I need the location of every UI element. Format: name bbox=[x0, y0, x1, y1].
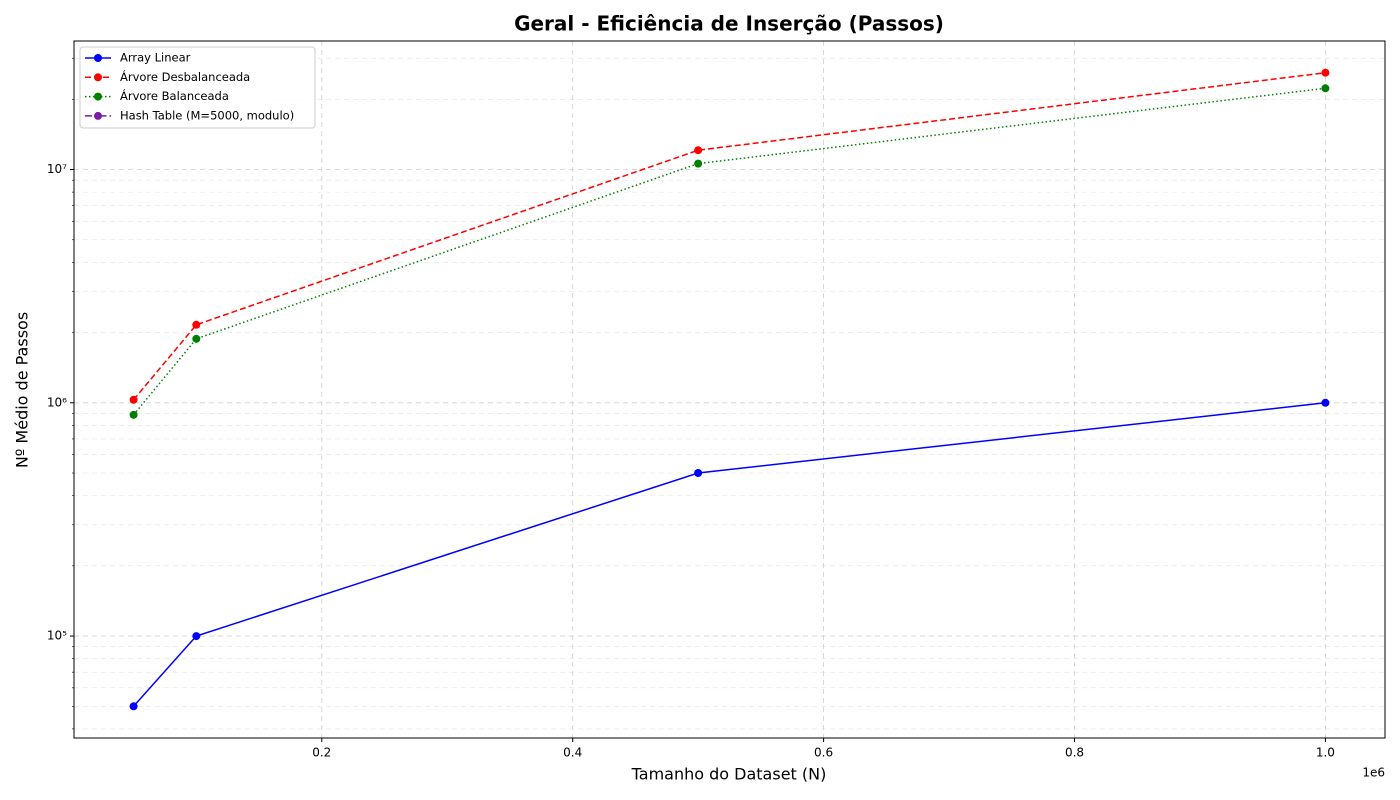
data-point bbox=[129, 410, 138, 419]
data-point bbox=[192, 334, 201, 343]
x-tick-label: 1.0 bbox=[1316, 746, 1335, 760]
data-point bbox=[129, 702, 138, 711]
data-point bbox=[1321, 68, 1330, 77]
legend-marker bbox=[94, 92, 102, 101]
y-axis-label: Nº Médio de Passos bbox=[13, 312, 32, 468]
legend-label: Array Linear bbox=[120, 51, 191, 65]
legend-label: Árvore Balanceada bbox=[120, 88, 229, 103]
legend-marker bbox=[94, 111, 102, 120]
legend: Array Linear Árvore Desbalanceada Árvore B… bbox=[79, 46, 316, 129]
data-point bbox=[192, 632, 201, 641]
data-point bbox=[1321, 398, 1330, 407]
y-tick-label: 10⁵ bbox=[47, 629, 67, 643]
x-tick-label: 0.4 bbox=[563, 746, 582, 760]
data-point bbox=[694, 159, 703, 168]
x-tick-label: 0.8 bbox=[1065, 746, 1084, 760]
data-point bbox=[694, 146, 703, 155]
legend-marker bbox=[94, 73, 102, 82]
data-point bbox=[694, 469, 703, 478]
x-offset-label: 1e6 bbox=[1362, 766, 1385, 780]
x-tick-label: 0.2 bbox=[312, 746, 331, 760]
y-tick-label: 10⁷ bbox=[47, 162, 67, 176]
legend-label: Hash Table (M=5000, modulo) bbox=[120, 108, 294, 122]
y-tick-label: 10⁶ bbox=[47, 395, 67, 409]
series-line bbox=[133, 71, 1326, 401]
data-point bbox=[1321, 84, 1330, 93]
data-point bbox=[129, 395, 138, 404]
x-axis-label: Tamanho do Dataset (N) bbox=[631, 765, 827, 784]
series-line bbox=[133, 87, 1326, 416]
legend-box bbox=[79, 46, 316, 129]
chart-title: Geral - Eficiência de Inserção (Passos) bbox=[514, 12, 944, 36]
x-tick-label: 0.6 bbox=[814, 746, 833, 760]
plot-frame bbox=[73, 40, 1386, 739]
legend-marker bbox=[94, 54, 102, 62]
legend-label: Árvore Desbalanceada bbox=[120, 69, 250, 84]
series-line bbox=[133, 402, 1326, 707]
data-point bbox=[192, 320, 201, 329]
